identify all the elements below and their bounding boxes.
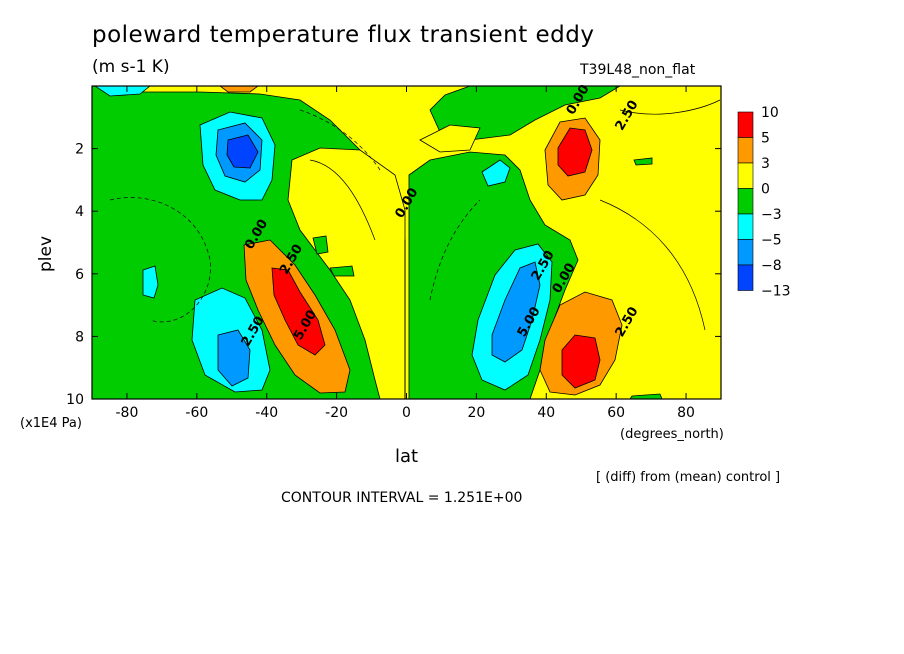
- x-axis-units: (degrees_north): [620, 427, 724, 442]
- colorbar-swatch: [737, 137, 754, 164]
- contour-line: [109, 197, 211, 323]
- x-tick-label: -80: [116, 405, 139, 421]
- colorbar-swatch: [737, 111, 754, 138]
- positive-contours: [309, 99, 721, 399]
- y-axis-units: (x1E4 Pa): [20, 416, 82, 431]
- y-tick-label: 6: [75, 267, 84, 283]
- contour-line: [619, 99, 721, 115]
- difference-note: [ (diff) from (mean) control ]: [596, 470, 781, 485]
- contour-line: [429, 199, 481, 301]
- x-ticks: -80 -60 -40 -20 0 20 40 60 80: [116, 86, 695, 421]
- colorbar-swatch: [737, 188, 754, 215]
- contour-line: [299, 109, 381, 171]
- field-green-north-spot: [633, 157, 653, 166]
- x-tick-label: 40: [537, 405, 555, 421]
- field-blue-north: [491, 261, 541, 363]
- field-cyan-south-small: [142, 265, 159, 299]
- colorbar-label: 0: [761, 182, 770, 198]
- y-ticks: 2 4 6 8 10: [66, 142, 721, 408]
- y-tick-label: 4: [75, 204, 84, 220]
- field-green-north-bottom: [629, 393, 663, 399]
- field-green-south-spot2: [329, 265, 355, 277]
- y-tick-label: 2: [75, 142, 84, 158]
- colorbar-label: −8: [761, 258, 782, 274]
- colorbar-label: −3: [761, 207, 782, 223]
- contour-line: [309, 159, 376, 241]
- chart-units: (m s-1 K): [92, 57, 170, 77]
- field-green-south-spot: [312, 235, 329, 255]
- colorbar: 10 5 3 0 −3 −5 −8 −13: [737, 105, 791, 300]
- field-red-north-upper: [557, 127, 593, 177]
- field-red-south: [271, 267, 326, 356]
- field-cyan-north-small: [481, 159, 511, 187]
- x-tick-label: -60: [185, 405, 208, 421]
- x-axis-label: lat: [395, 446, 419, 467]
- colorbar-label: 5: [761, 131, 770, 147]
- field-blue-south-lower: [217, 329, 251, 387]
- x-tick-label: -40: [255, 405, 278, 421]
- field-orange-south-top: [219, 86, 259, 93]
- colorbar-swatch: [737, 239, 754, 266]
- x-tick-label: -20: [325, 405, 348, 421]
- field-green-north-upper: [429, 86, 621, 141]
- contour-interval: CONTOUR INTERVAL = 1.251E+00: [281, 490, 523, 506]
- colorbar-swatch: [737, 162, 754, 189]
- chart-title: poleward temperature flux transient eddy: [92, 22, 595, 48]
- contour-fields: [92, 86, 721, 399]
- negative-contours: [109, 109, 481, 323]
- colorbar-swatch: [737, 213, 754, 240]
- x-tick-label: 60: [607, 405, 625, 421]
- colorbar-label: 10: [761, 105, 779, 121]
- field-red-north-lower: [561, 334, 601, 389]
- colorbar-label: −5: [761, 233, 782, 249]
- x-tick-label: 0: [402, 405, 411, 421]
- colorbar-label: 3: [761, 156, 770, 172]
- x-tick-label: 80: [677, 405, 695, 421]
- field-cyan-south-top: [94, 86, 151, 97]
- colorbar-swatch: [737, 264, 754, 291]
- contour-line: [599, 199, 706, 331]
- colorbar-label: −13: [761, 284, 791, 300]
- y-tick-label: 10: [66, 392, 84, 408]
- y-tick-label: 8: [75, 329, 84, 345]
- field-darkblue-south-upper: [226, 134, 259, 169]
- experiment-label: T39L48_non_flat: [580, 62, 696, 78]
- x-tick-label: 20: [467, 405, 485, 421]
- field-yellow-north-notch: [419, 124, 481, 153]
